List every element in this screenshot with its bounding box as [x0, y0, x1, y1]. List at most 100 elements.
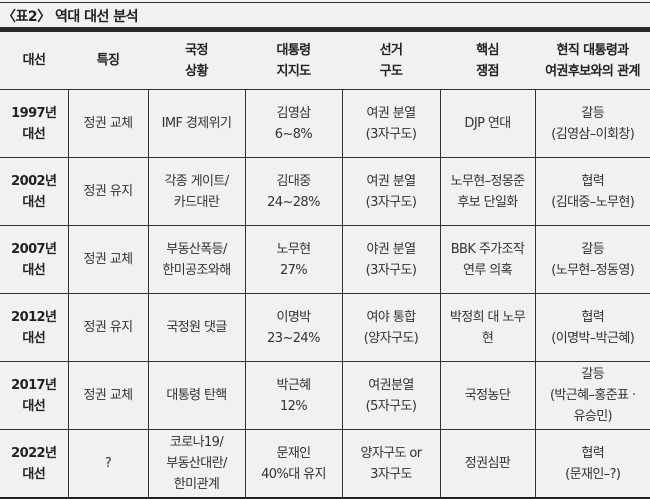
- cell-line: ?: [104, 456, 112, 471]
- cell-line: 야권 분열: [366, 241, 417, 257]
- cell-key-issue: 정권심판: [439, 429, 536, 499]
- cell-line: 2022년: [11, 445, 57, 461]
- cell-state-situation: 부동산폭등/한미공조와해: [147, 225, 246, 294]
- cell-feature: 정권 유지: [67, 157, 149, 226]
- cell-election-structure: 여야 통합 (양자구도): [341, 293, 441, 362]
- cell-line: 12%: [279, 398, 308, 414]
- cell-state-situation: 대통령 탄핵: [147, 361, 246, 430]
- cell-line: 정권 유지: [83, 184, 134, 199]
- cell-line: 정권 교체: [83, 116, 134, 131]
- cell-line: 여권분열: [368, 377, 414, 393]
- cell-line: 한미관계: [173, 477, 220, 492]
- header-line: 특징: [96, 53, 120, 68]
- cell-approval: 박근혜 12%: [244, 361, 343, 430]
- cell-election-structure: 여권분열 (5자구도): [341, 361, 441, 430]
- top-rule: [0, 2, 650, 3]
- column-header-election-structure: 선거 구도: [342, 32, 440, 90]
- cell-line: (이명박–박근혜): [551, 330, 635, 346]
- cell-election: 2012년 대선: [0, 293, 69, 362]
- cell-line: (5자구도): [365, 398, 417, 414]
- cell-line: 2012년: [11, 309, 57, 325]
- cell-line: 박근혜: [276, 377, 311, 393]
- cell-line: 후보 단일화: [457, 194, 518, 210]
- cell-line: (3자구도): [365, 262, 417, 278]
- cell-relationship: 협력 (이명박–박근혜): [534, 293, 650, 362]
- cell-line: 정권 교체: [83, 252, 134, 267]
- cell-line: 3자구도: [370, 466, 412, 482]
- cell-line: 문재인: [276, 445, 311, 461]
- cell-approval: 김영삼 6~8%: [244, 89, 343, 158]
- header-line: 대선: [22, 53, 46, 68]
- cell-line: 각종 게이트/: [164, 173, 229, 189]
- cell-line: (김대중–노무현): [551, 194, 635, 210]
- cell-line: 노무현: [276, 241, 311, 257]
- cell-line: 2017년: [11, 377, 57, 393]
- cell-line: 대선: [22, 466, 46, 482]
- cell-line: 40%대 유지: [261, 466, 326, 482]
- cell-line: IMF 경제위기: [161, 116, 232, 131]
- cell-state-situation: 각종 게이트/카드대란: [147, 157, 246, 226]
- cell-line: 김대중: [276, 173, 311, 189]
- header-line: 국정: [185, 42, 208, 58]
- cell-line: 부동산대란/: [166, 456, 227, 471]
- cell-election-structure: 양자구도 or 3자구도: [341, 429, 441, 499]
- header-line: 선거: [379, 42, 403, 58]
- cell-line: 양자구도 or: [360, 445, 422, 461]
- cell-election-structure: 여권 분열 (3자구도): [341, 157, 441, 226]
- cell-feature: ?: [67, 429, 149, 499]
- cell-relationship: 갈등 (박근혜–홍준표 · 유승민): [534, 361, 650, 430]
- header-line: 여권후보와의 관계: [545, 63, 640, 79]
- cell-line: 유승민): [573, 409, 613, 424]
- cell-relationship: 갈등 (김영삼–이회창): [534, 89, 650, 158]
- cell-line: 정권 교체: [83, 388, 134, 403]
- cell-line: 24~28%: [267, 194, 320, 210]
- cell-key-issue: 박정희 대 노무 현: [439, 293, 536, 362]
- cell-relationship: 협력 (문재인–?): [534, 429, 650, 499]
- cell-line: (3자구도): [365, 126, 417, 142]
- cell-line: 협력: [581, 309, 605, 325]
- cell-line: 대선: [22, 398, 46, 414]
- cell-line: (박근혜–홍준표 ·: [549, 388, 636, 403]
- cell-line: 현: [481, 330, 494, 346]
- cell-line: 국정농단: [464, 388, 511, 403]
- column-header-relationship: 현직 대통령과 여권후보와의 관계: [535, 32, 650, 90]
- cell-line: 여권 분열: [366, 173, 417, 189]
- cell-line: 6~8%: [274, 126, 313, 142]
- cell-state-situation: 코로나19/부동산대란/한미관계: [147, 429, 246, 499]
- cell-approval: 이명박 23~24%: [244, 293, 343, 362]
- cell-line: 갈등: [581, 105, 605, 121]
- cell-feature: 정권 교체: [67, 361, 149, 430]
- cell-line: 갈등: [581, 241, 605, 257]
- cell-approval: 김대중 24~28%: [244, 157, 343, 226]
- cell-line: 2002년: [11, 173, 57, 189]
- cell-line: (양자구도): [363, 330, 419, 346]
- cell-line: 한미공조와해: [162, 262, 231, 278]
- header-line: 상황: [185, 63, 208, 79]
- cell-relationship: 갈등 (노무현–정동영): [534, 225, 650, 294]
- cell-line: (노무현–정동영): [551, 262, 635, 278]
- table-row: 2002년 대선 정권 유지 각종 게이트/카드대란 김대중 24~28% 여권 분열 (3자…: [0, 157, 650, 226]
- cell-approval: 노무현 27%: [244, 225, 343, 294]
- cell-line: 23~24%: [267, 330, 320, 346]
- cell-key-issue: 국정농단: [439, 361, 536, 430]
- cell-line: 갈등: [581, 367, 605, 382]
- cell-line: (문재인–?): [565, 466, 621, 482]
- cell-election: 2007년 대선: [0, 225, 69, 294]
- cell-line: 이명박: [276, 309, 311, 325]
- cell-election: 1997년 대선: [0, 89, 69, 158]
- cell-line: 대통령 탄핵: [166, 388, 227, 403]
- cell-line: 노무현–정몽준: [450, 173, 525, 189]
- election-analysis-table: 대선 특징 국정 상황 대통령 지지도 선거 구도 핵심 쟁점 현직 대통령과 여권후보와의 관계 1…: [0, 32, 650, 499]
- cell-key-issue: DJP 연대: [439, 89, 536, 158]
- cell-line: 연루 의혹: [463, 262, 513, 278]
- cell-line: (김영삼–이회창): [551, 126, 635, 142]
- title-divider: [0, 27, 650, 32]
- header-row: 대선 특징 국정 상황 대통령 지지도 선거 구도 핵심 쟁점 현직 대통령과 여권후보와의 관계: [0, 32, 650, 90]
- cell-line: 카드대란: [173, 194, 220, 210]
- header-line: 대통령: [276, 42, 311, 58]
- cell-line: 27%: [279, 262, 308, 278]
